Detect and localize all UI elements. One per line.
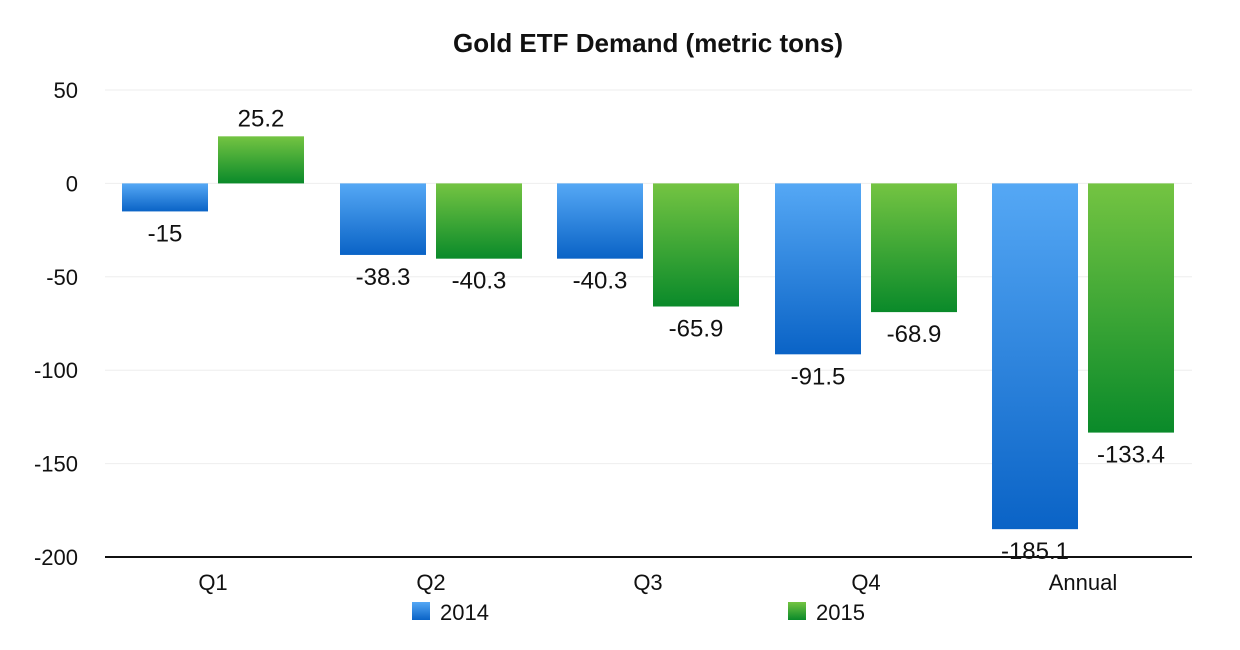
bar-2015-q4 <box>871 183 957 313</box>
bar-2015-q1 <box>218 136 304 184</box>
x-category-label: Annual <box>1049 570 1118 595</box>
data-label: -40.3 <box>573 268 628 295</box>
data-label: -133.4 <box>1097 442 1165 469</box>
bar-2014-q4 <box>775 183 861 355</box>
y-tick-label: -200 <box>34 545 78 570</box>
y-tick-label: -50 <box>46 265 78 290</box>
legend-label: 2014 <box>440 600 489 625</box>
data-label: -15 <box>148 220 183 247</box>
x-category-label: Q1 <box>198 570 227 595</box>
bar-2015-q3 <box>653 183 739 307</box>
x-category-label: Q4 <box>851 570 880 595</box>
legend: 2014 2015 <box>412 600 865 625</box>
data-label: 25.2 <box>238 105 285 132</box>
data-label: -40.3 <box>452 268 507 295</box>
y-axis-ticks: 50 0 -50 -100 -150 -200 <box>34 78 78 570</box>
bar-2014-q2 <box>340 183 426 255</box>
x-category-label: Q2 <box>416 570 445 595</box>
y-tick-label: 50 <box>54 78 78 103</box>
legend-label: 2015 <box>816 600 865 625</box>
legend-swatch <box>788 602 806 620</box>
x-axis-categories: Q1 Q2 Q3 Q4 Annual <box>198 570 1117 595</box>
bars <box>122 136 1174 530</box>
data-label: -68.9 <box>887 321 942 348</box>
bar-2014-annual <box>992 183 1078 530</box>
chart-title: Gold ETF Demand (metric tons) <box>453 28 843 58</box>
y-tick-label: 0 <box>66 171 78 196</box>
bar-2015-annual <box>1088 183 1174 433</box>
x-category-label: Q3 <box>633 570 662 595</box>
data-label: -65.9 <box>669 316 724 343</box>
y-tick-label: -100 <box>34 358 78 383</box>
data-labels: -15 25.2 -38.3 -40.3 -40.3 -65.9 -91.5 -68.9 -18… <box>148 105 1165 565</box>
bar-2015-q2 <box>436 183 522 259</box>
y-tick-label: -150 <box>34 452 78 477</box>
bar-2014-q1 <box>122 183 208 212</box>
data-label: -91.5 <box>791 363 846 390</box>
data-label: -38.3 <box>356 264 411 291</box>
legend-swatch <box>412 602 430 620</box>
bar-2014-q3 <box>557 183 643 259</box>
data-label: -185.1 <box>1001 538 1069 565</box>
